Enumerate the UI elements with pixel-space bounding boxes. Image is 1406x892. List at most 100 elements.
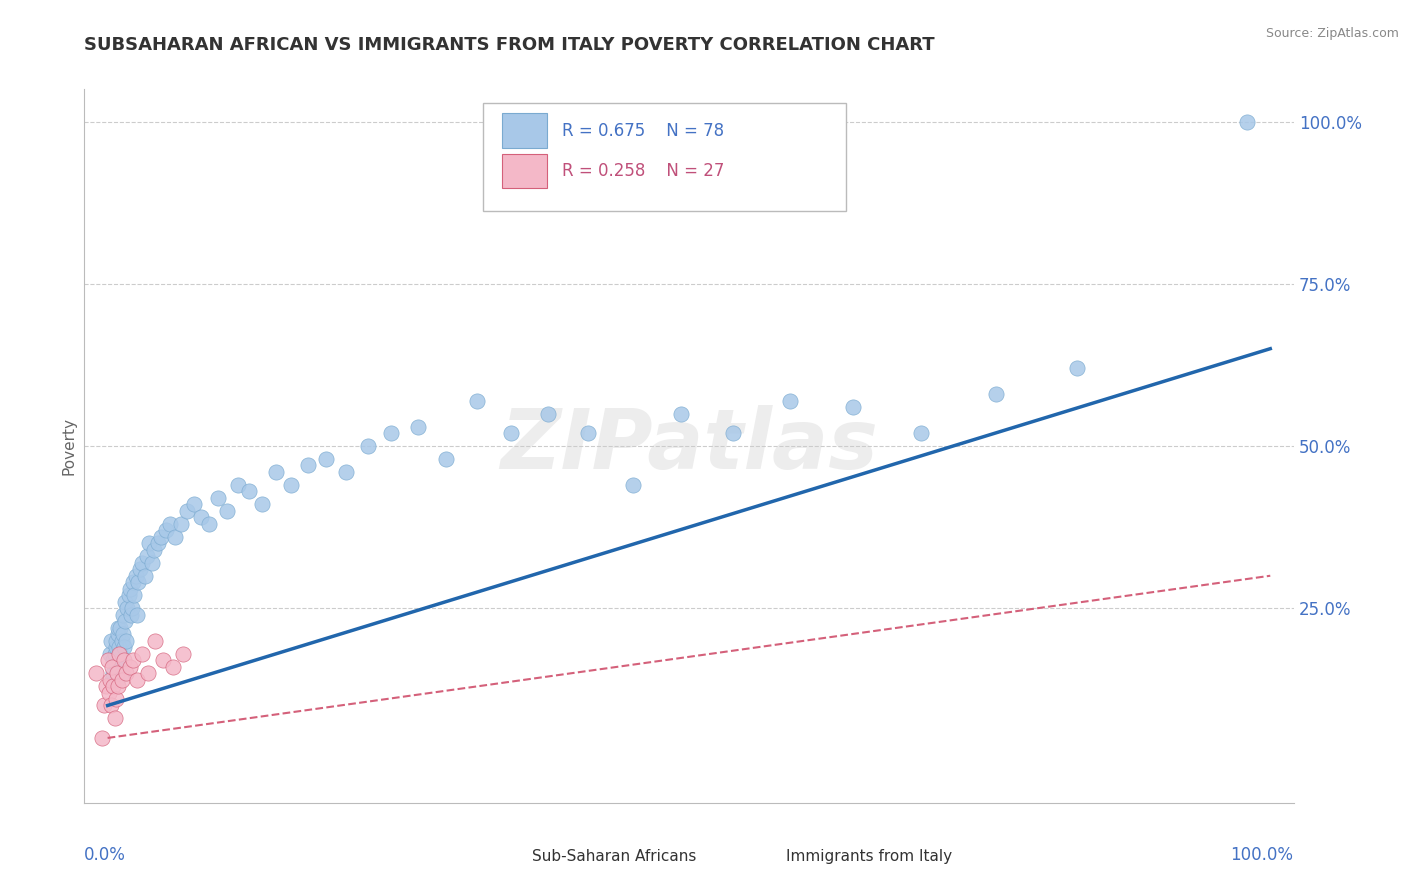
Point: [97, 653, 120, 667]
Point: [104, 647, 127, 661]
Point: [111, 607, 134, 622]
Text: R = 0.675    N = 78: R = 0.675 N = 78: [562, 121, 724, 139]
Point: [576, 425, 599, 440]
Point: [143, 542, 166, 557]
Point: [217, 504, 239, 518]
Text: ZIPatlas: ZIPatlas: [501, 406, 877, 486]
Point: [97, 685, 120, 699]
Point: [104, 692, 127, 706]
Point: [183, 497, 205, 511]
Point: [467, 393, 489, 408]
Point: [131, 556, 153, 570]
Point: [357, 439, 380, 453]
Text: 100.0%: 100.0%: [1230, 846, 1294, 863]
Point: [84, 666, 107, 681]
Point: [105, 659, 128, 673]
Point: [172, 647, 194, 661]
Point: [779, 393, 801, 408]
Point: [124, 568, 146, 582]
Point: [98, 673, 121, 687]
Point: [499, 425, 522, 440]
Point: [190, 510, 212, 524]
Point: [118, 659, 141, 673]
Point: [101, 659, 124, 673]
Point: [110, 621, 132, 635]
FancyBboxPatch shape: [754, 845, 780, 868]
Point: [111, 627, 134, 641]
Point: [107, 627, 129, 641]
Point: [136, 549, 159, 564]
Point: [264, 465, 287, 479]
Point: [1066, 361, 1088, 376]
Text: Source: ZipAtlas.com: Source: ZipAtlas.com: [1265, 27, 1399, 40]
Point: [122, 653, 145, 667]
Point: [434, 452, 457, 467]
Point: [197, 516, 219, 531]
Point: [125, 607, 148, 622]
Point: [107, 679, 129, 693]
Text: SUBSAHARAN AFRICAN VS IMMIGRANTS FROM ITALY POVERTY CORRELATION CHART: SUBSAHARAN AFRICAN VS IMMIGRANTS FROM IT…: [84, 36, 935, 54]
Point: [90, 731, 112, 745]
Point: [117, 601, 139, 615]
Point: [112, 640, 135, 654]
Point: [104, 633, 127, 648]
Point: [669, 407, 692, 421]
Point: [104, 640, 127, 654]
Point: [114, 614, 136, 628]
Point: [280, 478, 302, 492]
Point: [621, 478, 644, 492]
Point: [122, 575, 145, 590]
Point: [112, 653, 135, 667]
Point: [146, 536, 169, 550]
Point: [118, 582, 141, 596]
Point: [152, 653, 174, 667]
Point: [380, 425, 402, 440]
Point: [105, 673, 128, 687]
Point: [103, 679, 125, 693]
Point: [170, 516, 193, 531]
Point: [238, 484, 260, 499]
FancyBboxPatch shape: [484, 103, 846, 211]
Point: [842, 400, 865, 414]
Point: [110, 647, 132, 661]
Y-axis label: Poverty: Poverty: [60, 417, 76, 475]
Point: [110, 666, 132, 681]
Point: [108, 647, 131, 661]
Point: [105, 666, 128, 681]
Point: [121, 601, 143, 615]
Point: [984, 387, 1007, 401]
Point: [335, 465, 357, 479]
Point: [127, 575, 149, 590]
Point: [120, 607, 142, 622]
Point: [910, 425, 932, 440]
Point: [131, 647, 153, 661]
Point: [108, 653, 131, 667]
Point: [129, 562, 152, 576]
Text: R = 0.258    N = 27: R = 0.258 N = 27: [562, 162, 724, 180]
FancyBboxPatch shape: [499, 845, 526, 868]
Point: [150, 530, 173, 544]
Point: [101, 673, 124, 687]
Point: [104, 711, 127, 725]
Text: Sub-Saharan Africans: Sub-Saharan Africans: [531, 849, 696, 863]
Point: [98, 647, 121, 661]
Point: [134, 568, 156, 582]
Point: [406, 419, 429, 434]
Point: [1236, 114, 1258, 128]
Point: [115, 633, 138, 648]
Text: 0.0%: 0.0%: [84, 846, 127, 863]
Point: [124, 588, 146, 602]
Point: [117, 588, 139, 602]
Point: [100, 633, 122, 648]
Point: [141, 556, 163, 570]
Point: [165, 530, 187, 544]
Point: [207, 491, 229, 505]
Point: [103, 666, 125, 681]
Point: [162, 659, 184, 673]
Point: [252, 497, 274, 511]
Point: [115, 666, 138, 681]
Point: [96, 679, 118, 693]
Point: [159, 516, 181, 531]
Point: [93, 698, 115, 713]
FancyBboxPatch shape: [502, 113, 547, 148]
